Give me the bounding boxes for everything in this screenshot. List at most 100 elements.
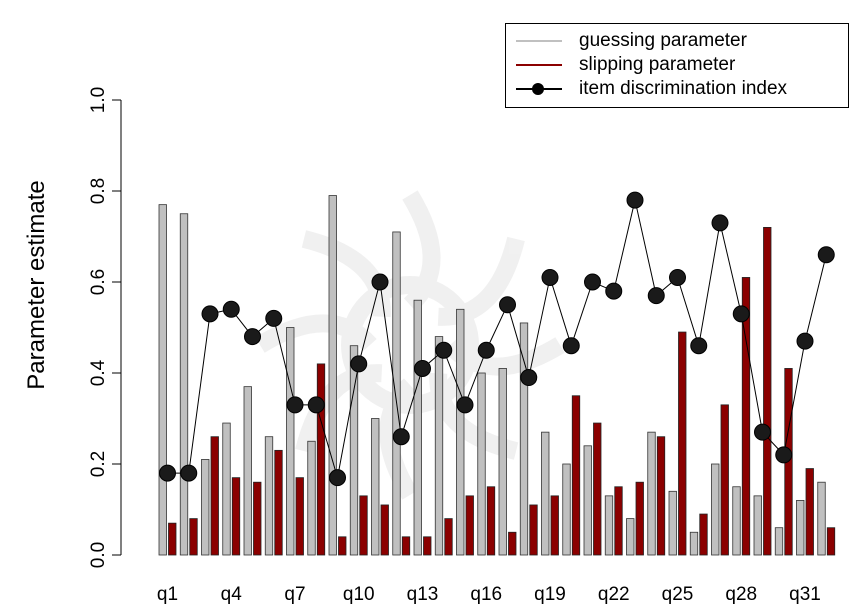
- bar-slipping: [189, 518, 198, 556]
- x-tick-label: q10: [343, 584, 375, 605]
- bar-guessing: [158, 204, 167, 556]
- legend-label-guessing: guessing parameter: [579, 30, 747, 51]
- point-discrimination: [562, 337, 580, 355]
- point-discrimination: [647, 287, 665, 305]
- bar-slipping: [529, 504, 538, 556]
- bar-slipping: [614, 486, 623, 556]
- point-discrimination: [435, 341, 453, 359]
- bar-slipping: [699, 513, 708, 556]
- bar-guessing: [371, 418, 380, 556]
- bar-guessing: [647, 431, 656, 556]
- bar-guessing: [349, 345, 359, 556]
- bar-slipping: [571, 395, 581, 556]
- point-discrimination: [371, 273, 389, 291]
- bar-guessing: [307, 440, 316, 556]
- y-tick-label: 0.2: [88, 451, 109, 477]
- bar-slipping: [401, 536, 411, 556]
- point-discrimination: [392, 428, 410, 446]
- legend-label-slipping: slipping parameter: [579, 54, 736, 75]
- bar-guessing: [328, 195, 337, 556]
- bar-slipping: [826, 527, 836, 556]
- point-discrimination: [244, 328, 261, 346]
- bar-guessing: [179, 213, 189, 556]
- point-discrimination: [775, 446, 793, 464]
- bar-slipping: [274, 449, 283, 556]
- point-discrimination: [180, 464, 198, 482]
- watermark-logo: [255, 190, 565, 500]
- legend-label-discrimination: item discrimination index: [579, 78, 788, 99]
- bar-slipping: [678, 331, 687, 556]
- watermark-stroke: [379, 378, 418, 500]
- legend-swatch-guessing: [516, 40, 562, 42]
- bar-slipping: [635, 481, 644, 556]
- x-tick-label: q7: [284, 584, 305, 605]
- point-discrimination: [159, 464, 176, 482]
- bar-slipping: [295, 477, 304, 556]
- watermark-stroke: [301, 230, 391, 318]
- bar-guessing: [286, 327, 295, 556]
- y-tick-label: 0.8: [88, 178, 109, 204]
- point-discrimination: [817, 246, 835, 264]
- bar-guessing: [817, 481, 826, 556]
- watermark-ring: [341, 276, 479, 414]
- point-discrimination: [307, 396, 325, 414]
- bar-guessing: [456, 308, 465, 556]
- legend: guessing parameter slipping parameter it…: [505, 23, 849, 108]
- y-tick-label: 0.0: [88, 542, 109, 568]
- bar-series: [158, 195, 836, 556]
- bar-slipping: [486, 486, 496, 556]
- legend-swatch-slipping: [516, 64, 562, 66]
- bar-guessing: [562, 463, 571, 556]
- point-discrimination: [669, 268, 686, 286]
- bar-slipping: [593, 422, 602, 556]
- point-discrimination: [626, 191, 644, 209]
- x-tick-label: q22: [598, 584, 630, 605]
- x-tick-label: q13: [407, 584, 439, 605]
- bar-guessing: [519, 322, 529, 556]
- bar-guessing: [477, 372, 486, 556]
- bar-guessing: [222, 422, 231, 556]
- bar-guessing: [201, 459, 210, 556]
- x-tick-label: q1: [157, 584, 178, 605]
- point-discrimination: [796, 332, 814, 350]
- y-axis-label: Parameter estimate: [23, 180, 50, 389]
- point-discrimination: [477, 341, 495, 359]
- bar-guessing: [434, 336, 444, 556]
- bar-slipping: [253, 481, 262, 556]
- x-tick-label: q31: [789, 584, 821, 605]
- bar-slipping: [316, 363, 326, 556]
- y-axis: 0.0 0.2 0.4 0.6 0.8 1.0: [88, 87, 122, 568]
- x-axis-tick-labels: q1 q4 q7 q10 q13 q16 q19 q22 q25 q28 q31: [157, 584, 821, 605]
- bar-guessing: [392, 231, 401, 556]
- point-discrimination: [541, 268, 559, 286]
- point-discrimination: [414, 359, 431, 377]
- bar-slipping: [741, 277, 751, 556]
- bar-guessing: [413, 299, 422, 556]
- bar-slipping: [168, 522, 177, 556]
- bar-slipping: [508, 531, 517, 556]
- bar-slipping: [465, 495, 474, 556]
- x-tick-label: q28: [725, 584, 757, 605]
- watermark-stroke: [255, 314, 377, 353]
- point-discrimination: [690, 337, 708, 355]
- bar-slipping: [338, 536, 347, 556]
- bar-guessing: [626, 518, 635, 556]
- point-discrimination: [329, 469, 346, 487]
- bar-guessing: [711, 463, 720, 556]
- x-tick-label: q19: [534, 584, 566, 605]
- watermark-stroke: [437, 236, 525, 326]
- point-discrimination: [201, 305, 219, 323]
- bar-guessing: [243, 386, 252, 556]
- x-tick-label: q4: [221, 584, 243, 605]
- bar-slipping: [380, 504, 389, 556]
- point-discrimination: [286, 396, 304, 414]
- point-discrimination: [456, 396, 474, 414]
- bar-guessing: [774, 527, 784, 556]
- bar-slipping: [550, 495, 559, 556]
- legend-item-guessing: guessing parameter: [506, 30, 848, 52]
- bar-slipping: [423, 536, 432, 556]
- bar-guessing: [796, 499, 805, 556]
- point-discrimination: [711, 214, 729, 232]
- point-discrimination: [222, 300, 240, 318]
